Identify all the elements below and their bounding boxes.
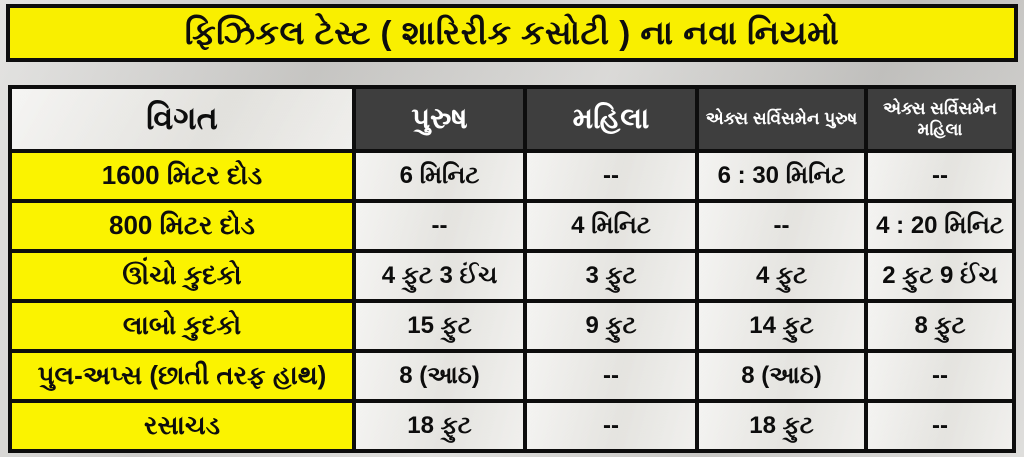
row-value: 2 ફુટ 9 ઈંચ xyxy=(864,249,1016,303)
physical-test-table: વિગત પુરુષ મહિલા એક્સ સર્વિસમેન પુરુષ એક્સ સ… xyxy=(8,85,1016,453)
row-value: 4 ફુટ xyxy=(695,249,868,303)
table-row: લાબો કુદકો 15 ફુટ 9 ફુટ 14 ફુટ 8 ફુટ xyxy=(8,299,1016,353)
row-value: 9 ફુટ xyxy=(523,299,699,353)
row-label: ઊંચો કુદકો xyxy=(8,249,356,303)
table-row: ઊંચો કુદકો 4 ફુટ 3 ઈંચ 3 ફુટ 4 ફુટ 2 ફુટ 9 ઈ… xyxy=(8,249,1016,303)
row-value: -- xyxy=(695,199,868,253)
table-body: 1600 મિટર દોડ 6 મિનિટ -- 6 : 30 મિનિટ -- 800 … xyxy=(8,149,1016,453)
row-value: 18 ફુટ xyxy=(695,399,868,453)
column-header: એક્સ સર્વિસમેન મહિલા xyxy=(864,85,1016,153)
row-value: 8 (આઠ) xyxy=(695,349,868,403)
table-row: રસાચડ 18 ફુટ -- 18 ફુટ -- xyxy=(8,399,1016,453)
column-header: મહિલા xyxy=(523,85,699,153)
row-value: 4 મિનિટ xyxy=(523,199,699,253)
row-value: 6 મિનિટ xyxy=(352,149,527,203)
column-header: એક્સ સર્વિસમેન પુરુષ xyxy=(695,85,868,153)
row-label: 1600 મિટર દોડ xyxy=(8,149,356,203)
row-value: 14 ફુટ xyxy=(695,299,868,353)
table-row: 1600 મિટર દોડ 6 મિનિટ -- 6 : 30 મિનિટ -- xyxy=(8,149,1016,203)
banner-title: ફિઝિકલ ટેસ્ટ ( શારિરીક કસોટી ) ના નવા નિ… xyxy=(6,4,1018,62)
row-value: -- xyxy=(523,149,699,203)
row-value: 6 : 30 મિનિટ xyxy=(695,149,868,203)
row-value: -- xyxy=(523,349,699,403)
table-row: 800 મિટર દોડ -- 4 મિનિટ -- 4 : 20 મિનિટ xyxy=(8,199,1016,253)
row-value: 4 ફુટ 3 ઈંચ xyxy=(352,249,527,303)
row-label: પુલ-અપ્સ (છાતી તરફ હાથ) xyxy=(8,349,356,403)
row-label: 800 મિટર દોડ xyxy=(8,199,356,253)
row-label: રસાચડ xyxy=(8,399,356,453)
row-value: 4 : 20 મિનિટ xyxy=(864,199,1016,253)
table-row: પુલ-અપ્સ (છાતી તરફ હાથ) 8 (આઠ) -- 8 (આઠ) -- xyxy=(8,349,1016,403)
column-header: પુરુષ xyxy=(352,85,527,153)
row-value: 8 (આઠ) xyxy=(352,349,527,403)
row-value: 8 ફુટ xyxy=(864,299,1016,353)
row-value: -- xyxy=(864,349,1016,403)
row-label: લાબો કુદકો xyxy=(8,299,356,353)
row-value: -- xyxy=(864,399,1016,453)
column-header: વિગત xyxy=(8,85,356,153)
row-value: 18 ફુટ xyxy=(352,399,527,453)
physical-test-table-container: વિગત પુરુષ મહિલા એક્સ સર્વિસમેન પુરુષ એક્સ સ… xyxy=(8,85,1016,453)
row-value: -- xyxy=(352,199,527,253)
table-header-row: વિગત પુરુષ મહિલા એક્સ સર્વિસમેન પુરુષ એક્સ સ… xyxy=(8,85,1016,153)
row-value: -- xyxy=(864,149,1016,203)
row-value: 3 ફુટ xyxy=(523,249,699,303)
row-value: -- xyxy=(523,399,699,453)
row-value: 15 ફુટ xyxy=(352,299,527,353)
